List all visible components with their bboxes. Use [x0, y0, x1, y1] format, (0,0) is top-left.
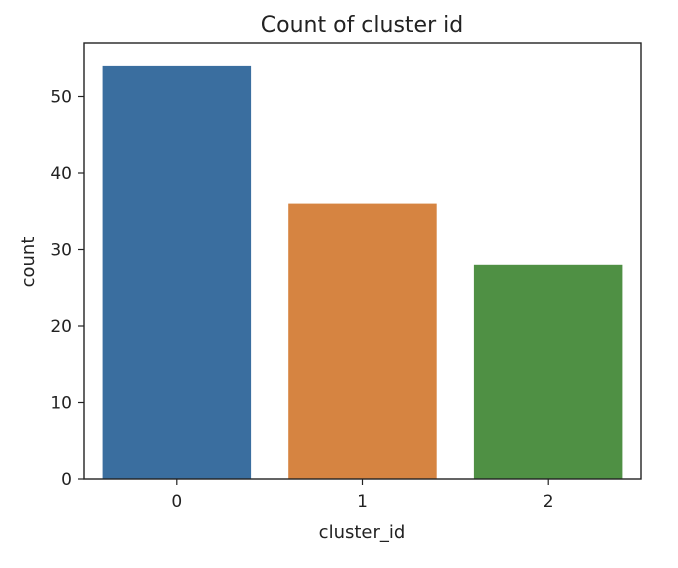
y-tick-label: 20 — [50, 317, 72, 337]
y-tick-label: 30 — [50, 241, 72, 261]
x-tick-label: 0 — [171, 492, 182, 512]
bar-cluster-1 — [288, 203, 437, 479]
bar-cluster-2 — [473, 264, 623, 479]
x-tick-label: 2 — [543, 492, 554, 512]
y-tick-label: 50 — [50, 88, 72, 108]
axes-frame — [83, 42, 642, 480]
x-tick-label: 1 — [357, 492, 368, 512]
bar-cluster-0 — [102, 65, 252, 480]
y-tick-label: 40 — [50, 164, 72, 184]
y-tick-label: 10 — [50, 394, 72, 414]
y-axis-label: count — [18, 237, 39, 288]
x-axis-label: cluster_id — [319, 522, 406, 543]
y-tick-label: 0 — [61, 470, 72, 490]
chart-title: Count of cluster id — [261, 13, 463, 38]
